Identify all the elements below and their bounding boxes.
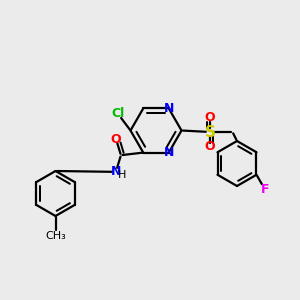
Text: N: N xyxy=(111,165,121,178)
Text: F: F xyxy=(261,183,269,196)
Text: H: H xyxy=(118,170,127,181)
Text: N: N xyxy=(164,102,174,115)
Text: O: O xyxy=(205,111,215,124)
Text: S: S xyxy=(205,124,215,140)
Text: N: N xyxy=(164,146,174,159)
Text: O: O xyxy=(111,133,122,146)
Text: Cl: Cl xyxy=(111,107,124,120)
Text: O: O xyxy=(205,140,215,153)
Text: CH₃: CH₃ xyxy=(45,231,66,241)
